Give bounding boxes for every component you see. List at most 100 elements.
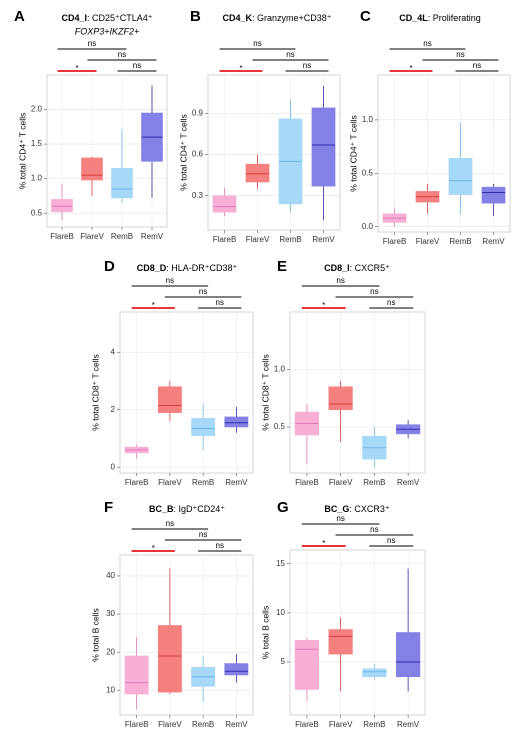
y-axis-label: % total CD8⁺ T cells (260, 354, 270, 430)
y-tick-label: 10 (106, 685, 115, 694)
title-bold: CD4_K (222, 13, 252, 23)
box (245, 163, 270, 183)
title-rest: : Granzyme+CD38⁺ (252, 13, 332, 23)
box (481, 186, 506, 204)
comparison-label: ns (199, 287, 207, 296)
y-tick-label: 0.5 (362, 168, 374, 177)
box (124, 655, 149, 695)
box (311, 107, 336, 187)
y-axis-label: % total CD4⁺ T cells (178, 114, 188, 190)
y-axis-label: % total B cells (90, 608, 100, 661)
y-tick-label: 1.0 (362, 115, 374, 124)
y-tick-label: 1.0 (274, 365, 286, 374)
comparison-label: * (409, 64, 412, 73)
comparison-label: ns (456, 50, 464, 59)
panel: F BC_B: IgD⁺CD24⁺ 10 20 30 40 % total B cells F… (90, 499, 254, 729)
box (224, 416, 249, 428)
comparison-label: * (152, 544, 155, 553)
plot-area (119, 311, 254, 474)
comparison-label: * (152, 301, 155, 310)
panel-title: CD8_D: HLA-DR⁺CD38⁺ (137, 263, 238, 273)
x-tick-label: FlareV (80, 232, 104, 241)
x-tick-label: FlareV (416, 237, 440, 246)
x-tick-label: FlareB (295, 720, 319, 729)
title-bold: CD8_I (324, 263, 350, 273)
box (328, 629, 353, 655)
comparison-label: ns (88, 39, 96, 48)
comparison-label: ns (118, 50, 126, 59)
x-tick-label: RemB (192, 720, 214, 729)
box (212, 195, 237, 213)
box (362, 668, 387, 677)
x-tick-label: FlareB (50, 232, 74, 241)
y-tick-label: 0.0 (362, 222, 374, 231)
x-tick-label: FlareV (329, 478, 353, 487)
comparison-label: * (239, 64, 242, 73)
title-bold: CD4_I (61, 13, 87, 23)
y-axis-label: % total CD8⁺ T cells (90, 354, 100, 430)
x-tick-label: FlareB (213, 235, 237, 244)
x-tick-label: RemV (312, 235, 335, 244)
panel: B CD4_K: Granzyme+CD38⁺ 0.3 0.6 0.9 % total C… (178, 8, 341, 244)
comparison-label: ns (423, 39, 431, 48)
plot-area (289, 311, 426, 474)
panel-letter: A (14, 8, 25, 25)
y-tick-label: 2.0 (31, 105, 43, 114)
x-tick-label: RemV (141, 232, 164, 241)
panel: G BC_G: CXCR3⁺ 5 10 15 % total B cells FlareB F… (260, 499, 426, 729)
box (191, 418, 216, 436)
x-tick-label: RemV (397, 478, 420, 487)
panel: C CD_4L: Proliferating 0.0 0.5 1.0 % total CD… (348, 8, 511, 246)
y-tick-label: 40 (106, 571, 115, 580)
y-tick-label: 1.0 (31, 174, 43, 183)
box (157, 625, 182, 693)
x-tick-label: FlareB (383, 237, 407, 246)
x-tick-label: FlareB (295, 478, 319, 487)
comparison-label: ns (199, 530, 207, 539)
y-tick-label: 20 (106, 647, 115, 656)
panel-letter: F (104, 499, 113, 516)
panel-letter: D (104, 258, 115, 275)
y-tick-label: 0.3 (192, 191, 204, 200)
box (294, 640, 319, 690)
comparison-label: ns (370, 525, 378, 534)
x-tick-label: RemB (111, 232, 133, 241)
x-tick-label: FlareV (158, 478, 182, 487)
comparison-label: * (322, 301, 325, 310)
box (396, 632, 421, 677)
title-bold: CD8_D (137, 263, 167, 273)
y-axis-label: % total CD4⁺ T cells (17, 113, 27, 189)
box (224, 663, 249, 676)
x-tick-label: RemB (449, 237, 471, 246)
comparison-label: ns (387, 298, 395, 307)
box (111, 167, 133, 199)
x-tick-label: RemB (192, 478, 214, 487)
y-axis-label: % total B cells (260, 606, 270, 659)
comparison-label: ns (387, 536, 395, 545)
y-tick-label: 5 (281, 657, 286, 666)
comparison-label: ns (166, 276, 174, 285)
y-tick-label: 0.5 (274, 422, 286, 431)
y-tick-label: 2 (111, 405, 116, 414)
panel: D CD8_D: HLA-DR⁺CD38⁺ 0 2 4 % total CD8⁺ T ce… (90, 258, 254, 487)
comparison-label: ns (336, 276, 344, 285)
y-tick-label: 15 (276, 559, 285, 568)
box (81, 157, 103, 181)
panel-title: BC_G: CXCR3⁺ (324, 504, 390, 514)
comparison-label: ns (253, 39, 261, 48)
panel: E CD8_I: CXCR5⁺ 0.5 1.0 % total CD8⁺ T cells… (260, 258, 426, 487)
panel-letter: B (190, 8, 201, 25)
title-rest: : CD25⁺CTLA4⁺ (87, 13, 153, 23)
title-rest: : Proliferating (428, 13, 481, 23)
y-tick-label: 0 (111, 462, 116, 471)
panel-title: CD4_K: Granzyme+CD38⁺ (222, 13, 331, 23)
comparison-label: ns (336, 514, 344, 523)
comparison-label: ns (473, 61, 481, 70)
panel-title: CD_4L: Proliferating (399, 13, 481, 23)
x-tick-label: FlareB (125, 478, 149, 487)
box (51, 199, 73, 213)
y-tick-label: 4 (111, 347, 116, 356)
y-tick-label: 0.5 (31, 208, 43, 217)
x-tick-label: FlareV (329, 720, 353, 729)
